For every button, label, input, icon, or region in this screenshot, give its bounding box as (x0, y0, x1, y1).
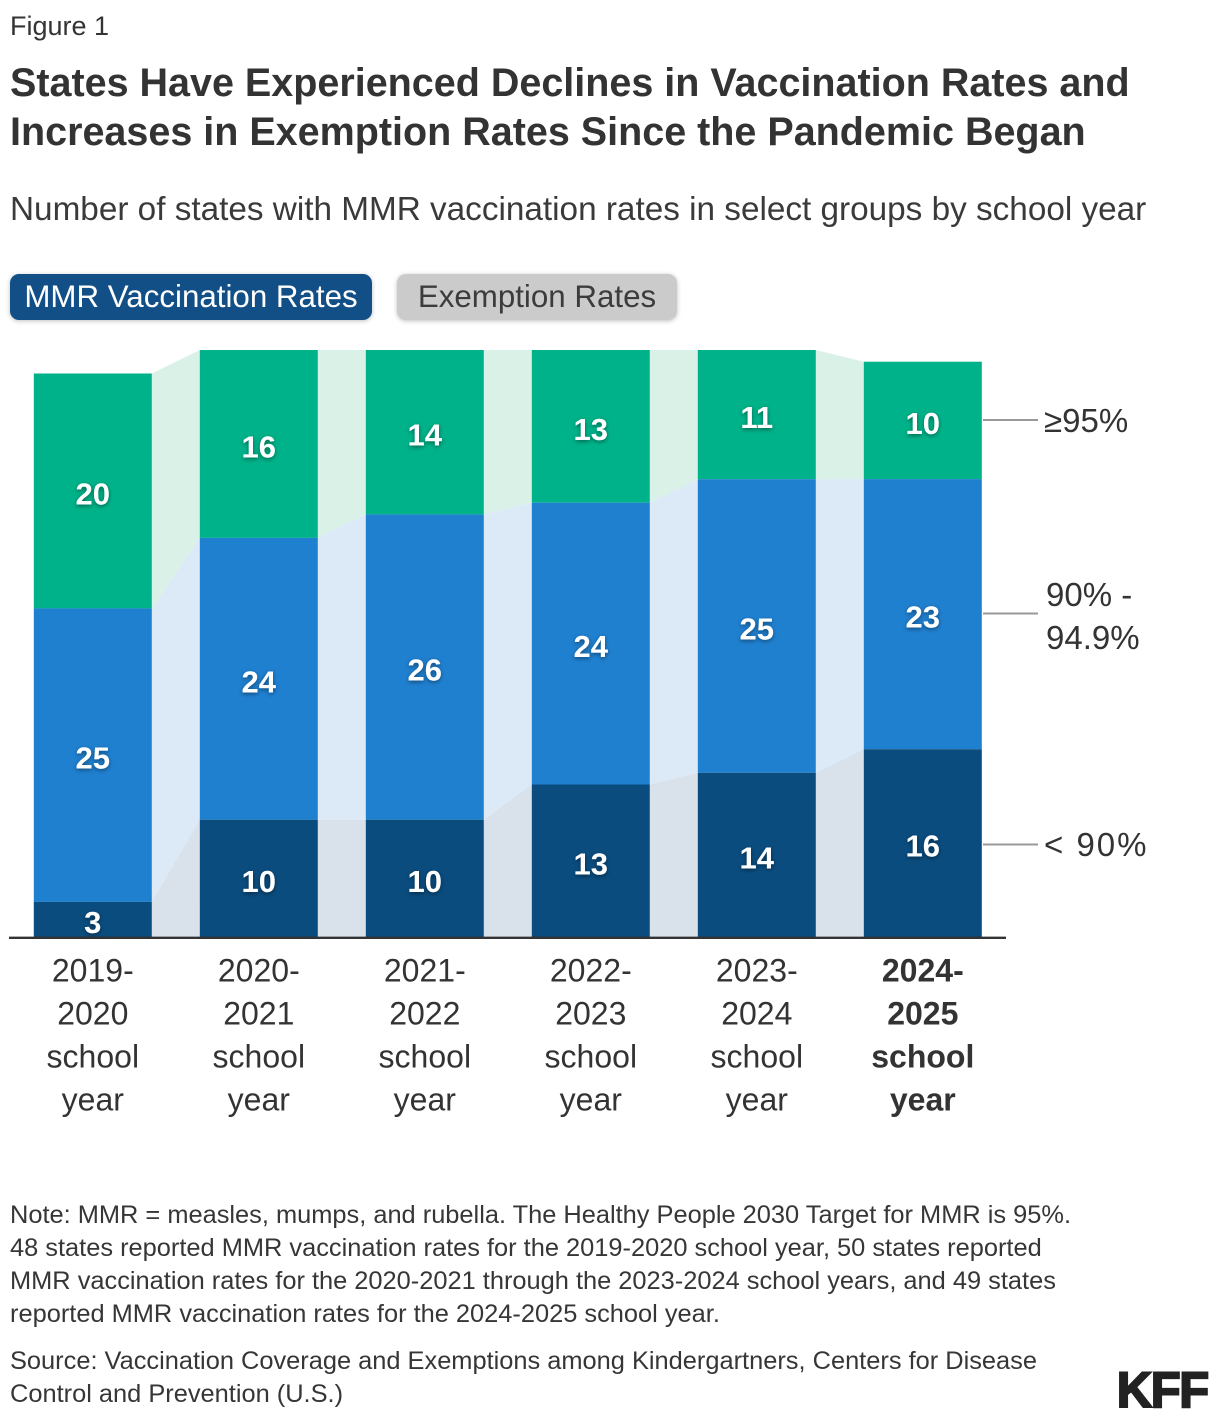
svg-text:2024-: 2024- (882, 953, 964, 989)
svg-text:24: 24 (574, 629, 609, 664)
svg-text:13: 13 (574, 846, 608, 881)
svg-text:2025: 2025 (887, 996, 958, 1032)
svg-text:16: 16 (906, 829, 940, 864)
svg-text:10: 10 (242, 864, 276, 899)
svg-text:14: 14 (408, 418, 443, 453)
svg-text:school: school (545, 1039, 638, 1075)
svg-text:year: year (560, 1082, 623, 1118)
svg-text:2020-: 2020- (218, 953, 300, 989)
svg-text:< 90%: < 90% (1044, 826, 1149, 863)
svg-text:school: school (379, 1039, 472, 1075)
svg-text:year: year (726, 1082, 789, 1118)
svg-text:year: year (62, 1082, 125, 1118)
svg-text:year: year (890, 1082, 956, 1118)
svg-text:25: 25 (740, 612, 774, 647)
svg-text:2019-: 2019- (52, 953, 134, 989)
svg-text:20: 20 (76, 476, 110, 511)
svg-text:2020: 2020 (57, 996, 128, 1032)
svg-text:3: 3 (84, 905, 101, 940)
svg-text:25: 25 (76, 741, 110, 776)
svg-text:10: 10 (906, 406, 940, 441)
svg-text:school: school (871, 1039, 974, 1075)
svg-text:2023: 2023 (555, 996, 626, 1032)
svg-text:90% -: 90% - (1046, 576, 1132, 613)
svg-text:school: school (711, 1039, 804, 1075)
svg-text:13: 13 (574, 412, 608, 447)
svg-text:year: year (394, 1082, 457, 1118)
svg-text:school: school (47, 1039, 140, 1075)
svg-text:16: 16 (242, 429, 276, 464)
svg-text:≥95%: ≥95% (1044, 402, 1128, 439)
svg-text:2021: 2021 (223, 996, 294, 1032)
svg-text:94.9%: 94.9% (1046, 619, 1140, 656)
svg-text:year: year (228, 1082, 291, 1118)
svg-text:school: school (213, 1039, 306, 1075)
svg-text:26: 26 (408, 653, 442, 688)
svg-text:23: 23 (906, 600, 940, 635)
svg-text:11: 11 (740, 400, 773, 435)
svg-text:14: 14 (740, 841, 775, 876)
svg-text:10: 10 (408, 864, 442, 899)
svg-text:24: 24 (242, 664, 277, 699)
svg-text:2023-: 2023- (716, 953, 798, 989)
svg-text:2021-: 2021- (384, 953, 466, 989)
svg-text:2024: 2024 (721, 996, 792, 1032)
svg-text:2022-: 2022- (550, 953, 632, 989)
svg-text:2022: 2022 (389, 996, 460, 1032)
